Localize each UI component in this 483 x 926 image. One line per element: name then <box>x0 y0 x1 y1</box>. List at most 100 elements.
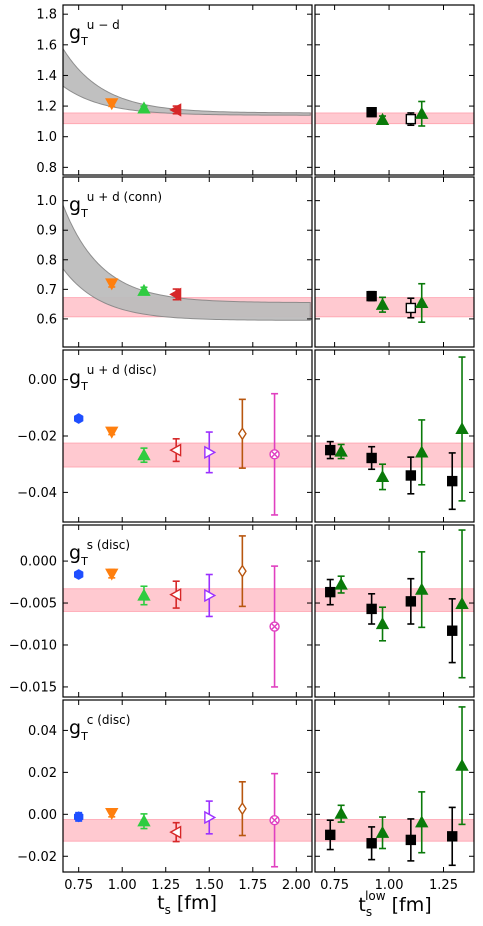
panel-3-left-point-1 <box>73 413 84 424</box>
panel-4-left-point-6-marker <box>237 564 247 578</box>
x-left-axis-title-main: t <box>157 892 164 914</box>
panel-2-label-sub: T <box>80 207 88 220</box>
x-right-tick-label-1: 0.75 <box>320 878 349 893</box>
panel-5-left-point-3-marker <box>137 814 151 827</box>
panel-5-left-point-1 <box>73 811 84 823</box>
panel-4-right-point-8 <box>455 529 469 679</box>
panel-4-left-point-4-marker <box>169 587 182 602</box>
panel-2-ytick-label-2: 0.7 <box>36 283 57 298</box>
panel-3-right-point-1-marker <box>325 444 336 456</box>
panel-1-ytick-label-6: 1.8 <box>36 8 57 23</box>
panel-4-left-point-2 <box>105 568 119 581</box>
panel-3-left-point-2 <box>105 426 119 439</box>
panel-4-right-plot <box>315 529 474 679</box>
panel-3-right-point-7 <box>447 452 458 511</box>
panel-4-right-point-4-marker <box>375 617 390 630</box>
panel-3-left-point-6-marker <box>237 426 247 441</box>
panel-2-left-point-2-marker <box>137 283 151 296</box>
panel-4-left-point-1-marker <box>73 569 84 580</box>
panel-3-ytick-label-1: −0.04 <box>17 486 57 501</box>
panel-2-ytick-label-3: 0.8 <box>36 253 57 268</box>
panel-3-right-point-7-marker <box>447 475 458 487</box>
panel-1-right-point-3-marker <box>405 113 417 125</box>
panel-1-right-point-3 <box>405 112 417 127</box>
panel-1-ytick-label-5: 1.6 <box>36 38 57 53</box>
x-right-tick-label-3: 1.25 <box>429 878 458 893</box>
panel-2-right-point-2 <box>375 296 390 313</box>
panel-2-left-point-1 <box>105 278 119 291</box>
panel-3-right-point-4 <box>375 463 390 491</box>
panel-2-right-band <box>315 297 474 318</box>
panel-1-ytick-label-3: 1.2 <box>36 100 57 115</box>
panel-2-right-point-3-marker <box>405 302 417 314</box>
panel-3: −0.04 −0.02 0.00 gTu + d (disc) <box>17 349 475 523</box>
panel-1-right-point-2-marker <box>375 112 390 125</box>
panel-1-left-point-3 <box>169 103 182 117</box>
panel-1-right-band <box>315 112 474 125</box>
panel-3-left-point-5-marker <box>204 445 217 460</box>
panel-3-right-point-6-marker <box>415 445 429 458</box>
panel-1-right-point-4-marker <box>415 106 429 119</box>
panel-3-right-point-8 <box>455 356 469 502</box>
panel-3-right-plot <box>315 356 474 511</box>
panel-4-left-point-7-marker <box>269 621 280 632</box>
panel-4-left-point-5-marker <box>204 588 217 603</box>
panel-4-left-frame <box>62 524 313 698</box>
panel-5-right-plot <box>315 706 474 867</box>
panel-2-left-point-2 <box>137 283 151 296</box>
panel-2-label-main: g <box>69 194 81 216</box>
panel-4-left-point-2-marker <box>105 568 119 581</box>
panel-3-label-sub: T <box>80 380 88 393</box>
panel-3-right-point-1 <box>325 440 336 460</box>
panel-5-right-point-6 <box>415 791 429 854</box>
panel-4-right-point-6-marker <box>415 582 429 595</box>
panel-3-left-point-2-marker <box>105 426 119 439</box>
panel-2-left-point-3 <box>169 287 182 302</box>
panel-5-ytick-label-3: 0.02 <box>28 766 57 781</box>
panel-4-left-point-6 <box>237 535 247 608</box>
x-left-axis-title-sub: s <box>165 903 171 917</box>
panel-5-left-point-7 <box>269 772 280 868</box>
panel-2-right-point-1 <box>366 290 377 302</box>
panel-1-left-point-2-marker <box>137 101 151 114</box>
panel-1-right-point-2 <box>375 112 390 125</box>
panel-3-right-point-5-marker <box>405 470 417 481</box>
panel-5-left-band <box>63 819 312 842</box>
panel-2-label: gTu + d (conn) <box>69 190 162 220</box>
panel-4-right-point-4 <box>375 606 390 642</box>
panel-5-right-point-1-marker <box>325 829 336 841</box>
panel-4-left-band <box>63 588 312 612</box>
panel-5-left-point-2-marker <box>105 807 119 820</box>
panel-4-right-point-2-marker <box>334 577 348 590</box>
panel-3-right-point-3 <box>366 445 377 471</box>
x-right-axis-title-sub: s <box>366 905 372 919</box>
panel-5-label-main: g <box>69 717 81 739</box>
panel-2-right-point-2-marker <box>375 297 390 310</box>
panel-5-right-point-4 <box>375 816 390 850</box>
panel-4-left-plot <box>63 535 312 688</box>
panel-4-right-point-3-marker <box>366 603 377 615</box>
panel-4-right-point-7-marker <box>447 625 458 636</box>
panel-1-left-point-2 <box>137 101 151 114</box>
panel-4-right-point-2 <box>334 575 348 594</box>
panel-1-fit-band <box>63 47 311 116</box>
panel-5-left-point-4-marker <box>169 825 182 839</box>
panel-4-left-point-4 <box>169 580 182 609</box>
panel-1: 0.8 1.0 1.2 1.4 1.6 1.8 gTu − d <box>36 4 475 176</box>
x-left-axis-title-unit: [fm] <box>171 892 217 914</box>
panel-5-left-point-5 <box>204 800 217 835</box>
panel-2-label-sup: u + d (conn) <box>87 190 162 204</box>
panel-1-left-plot <box>63 47 312 125</box>
panel-2-right-point-4 <box>415 282 429 323</box>
panel-2-right-point-4-marker <box>415 296 429 309</box>
panel-4-right-point-6 <box>415 551 429 629</box>
panel-1-left-point-1 <box>105 98 119 111</box>
panel-4-left-point-7-marker-x2 <box>270 622 279 631</box>
panel-4-ytick-label-1: −0.015 <box>9 680 57 695</box>
panel-3-label: gTu + d (disc) <box>69 363 157 393</box>
x-right-axis-title-unit: [fm] <box>386 894 432 916</box>
panel-5-right-point-5 <box>405 818 417 862</box>
panel-5-left-point-3 <box>137 813 151 830</box>
panel-3-right-point-3-marker <box>366 452 377 464</box>
